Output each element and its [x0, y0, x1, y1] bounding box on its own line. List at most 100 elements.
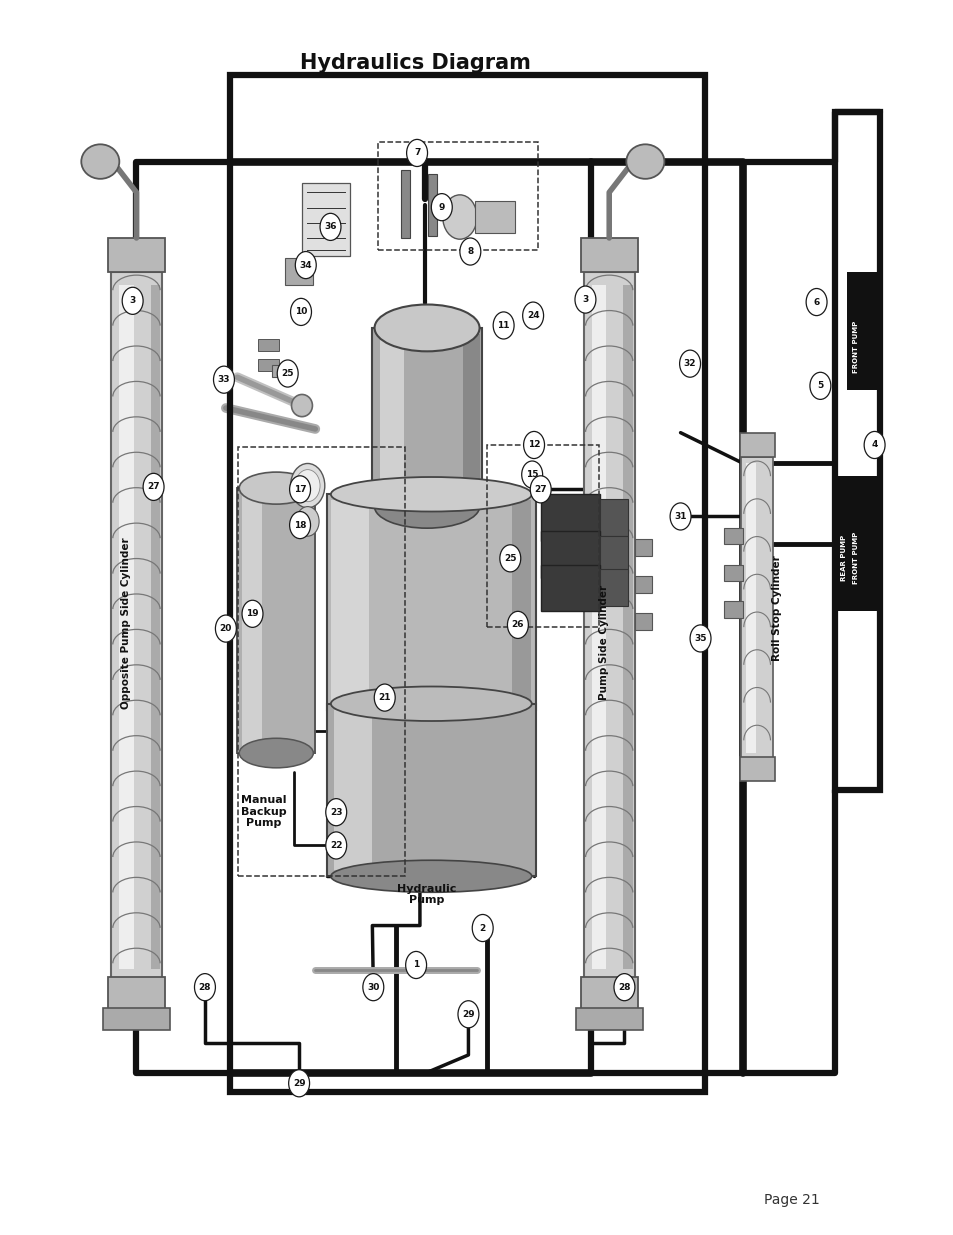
- Bar: [462, 335, 479, 500]
- Circle shape: [493, 312, 514, 340]
- Circle shape: [319, 214, 340, 241]
- Text: 6: 6: [813, 298, 819, 306]
- Bar: [635, 613, 651, 630]
- Bar: [486, 445, 598, 627]
- Text: 20: 20: [219, 624, 232, 634]
- Bar: [400, 170, 410, 238]
- Circle shape: [242, 600, 263, 627]
- Text: 10: 10: [294, 308, 307, 316]
- Bar: [723, 601, 742, 618]
- Circle shape: [289, 1070, 310, 1097]
- Circle shape: [122, 288, 143, 315]
- Text: 21: 21: [378, 693, 391, 701]
- Circle shape: [277, 359, 298, 387]
- Bar: [326, 704, 536, 877]
- Text: 5: 5: [817, 382, 822, 390]
- Circle shape: [521, 461, 542, 488]
- Bar: [580, 238, 638, 273]
- Circle shape: [374, 684, 395, 711]
- Bar: [635, 538, 651, 556]
- Circle shape: [575, 287, 596, 314]
- Circle shape: [195, 974, 214, 999]
- Bar: [302, 183, 349, 257]
- Text: 2: 2: [479, 924, 485, 932]
- Bar: [379, 335, 404, 500]
- Text: 33: 33: [217, 375, 230, 384]
- Text: 22: 22: [330, 841, 342, 850]
- Text: FRONT PUMP: FRONT PUMP: [852, 320, 858, 373]
- Text: FRONT PUMP: FRONT PUMP: [852, 532, 858, 584]
- Bar: [285, 258, 314, 285]
- Circle shape: [615, 974, 634, 999]
- Text: Opposite Pump Side Cylinder: Opposite Pump Side Cylinder: [121, 538, 132, 709]
- Bar: [834, 112, 880, 790]
- Circle shape: [213, 366, 234, 393]
- Text: 17: 17: [294, 485, 306, 494]
- Ellipse shape: [331, 861, 531, 892]
- Circle shape: [145, 475, 162, 498]
- Bar: [580, 977, 638, 1011]
- Text: Hydraulic
Pump: Hydraulic Pump: [396, 884, 456, 905]
- Text: 3: 3: [581, 295, 588, 304]
- Circle shape: [671, 505, 688, 527]
- Bar: [372, 329, 481, 506]
- Circle shape: [295, 252, 315, 279]
- Bar: [237, 488, 314, 753]
- Bar: [723, 564, 742, 580]
- Circle shape: [522, 303, 543, 330]
- Circle shape: [194, 973, 215, 1000]
- Text: 25: 25: [503, 553, 516, 563]
- Circle shape: [689, 625, 710, 652]
- Bar: [540, 494, 599, 541]
- Text: 31: 31: [674, 513, 686, 521]
- Text: 27: 27: [534, 485, 546, 494]
- Circle shape: [296, 506, 318, 536]
- Circle shape: [325, 832, 346, 860]
- Text: REAR PUMP: REAR PUMP: [841, 535, 846, 582]
- Circle shape: [295, 469, 319, 501]
- Circle shape: [290, 511, 311, 538]
- Circle shape: [523, 431, 544, 458]
- Bar: [512, 500, 531, 704]
- Ellipse shape: [239, 739, 313, 768]
- Text: 24: 24: [526, 311, 538, 320]
- Text: Hydraulics Diagram: Hydraulics Diagram: [299, 53, 530, 73]
- Text: 27: 27: [147, 483, 160, 492]
- Text: 29: 29: [461, 1010, 475, 1019]
- Ellipse shape: [331, 687, 531, 721]
- Bar: [111, 273, 162, 981]
- Ellipse shape: [81, 144, 119, 179]
- Text: 8: 8: [467, 247, 473, 256]
- Bar: [103, 1008, 170, 1030]
- Text: 34: 34: [299, 261, 312, 269]
- Bar: [334, 710, 372, 871]
- Ellipse shape: [239, 472, 313, 504]
- Bar: [108, 238, 165, 273]
- Bar: [258, 358, 279, 370]
- Bar: [583, 273, 635, 981]
- Bar: [242, 494, 261, 747]
- Text: 1: 1: [413, 961, 418, 969]
- Text: Roll Stop Cylinder: Roll Stop Cylinder: [771, 555, 781, 661]
- Text: Pump Side Cylinder: Pump Side Cylinder: [598, 584, 608, 700]
- Bar: [377, 142, 537, 251]
- Bar: [723, 527, 742, 543]
- Circle shape: [325, 799, 346, 826]
- Text: 7: 7: [414, 148, 420, 157]
- Bar: [331, 500, 369, 704]
- Ellipse shape: [375, 485, 479, 529]
- Circle shape: [290, 475, 311, 503]
- Ellipse shape: [292, 394, 313, 416]
- Bar: [540, 564, 599, 611]
- Circle shape: [679, 350, 700, 377]
- Circle shape: [805, 289, 826, 316]
- Circle shape: [406, 140, 427, 167]
- Circle shape: [810, 373, 829, 398]
- Circle shape: [864, 432, 883, 457]
- Text: 28: 28: [618, 983, 630, 992]
- Bar: [151, 285, 160, 968]
- Circle shape: [863, 431, 884, 458]
- Text: 18: 18: [294, 521, 306, 530]
- Bar: [108, 977, 165, 1011]
- Circle shape: [143, 473, 164, 500]
